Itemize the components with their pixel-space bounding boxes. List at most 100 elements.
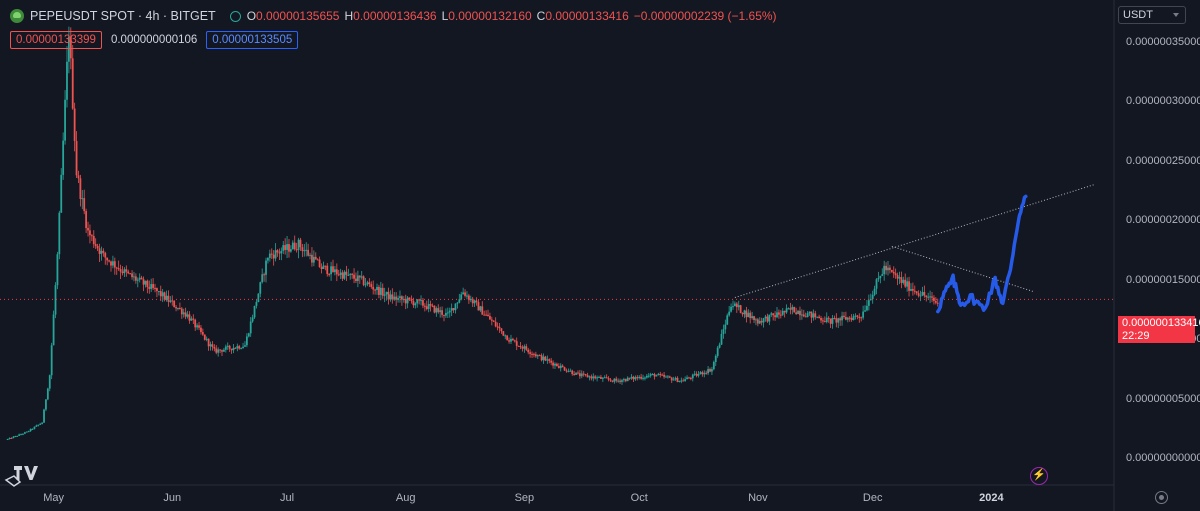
candle-body xyxy=(387,291,390,300)
candle-body xyxy=(730,306,732,312)
candle-body xyxy=(410,299,413,301)
candle-body xyxy=(833,318,836,320)
candle-body xyxy=(525,346,528,350)
candle-body xyxy=(448,310,451,313)
lightning-icon[interactable]: ⚡ xyxy=(1030,467,1048,485)
candle-body xyxy=(531,353,533,355)
ohlc-close-value: 0.00000133416 xyxy=(545,9,629,23)
candle-body xyxy=(370,284,373,287)
price-tick-label: 0.000000000000 xyxy=(1126,452,1200,465)
candle-body xyxy=(437,308,440,313)
candle-body xyxy=(198,325,200,328)
candle-body xyxy=(902,279,905,283)
candle-body xyxy=(557,366,560,369)
candle-body xyxy=(642,377,644,379)
candle-body xyxy=(209,344,212,347)
candle-body xyxy=(626,377,629,382)
candle-body xyxy=(66,61,68,100)
candle-body xyxy=(804,316,807,318)
candle-body xyxy=(929,296,932,298)
candle-body xyxy=(173,300,176,308)
candle-body xyxy=(200,327,202,333)
candle-body xyxy=(420,300,422,302)
candle-body xyxy=(223,349,225,352)
candle-body xyxy=(402,299,405,301)
candle-body xyxy=(500,328,503,332)
candle-body xyxy=(211,344,214,347)
candle-body xyxy=(115,267,118,269)
candle-body xyxy=(31,428,34,430)
candle-body xyxy=(104,252,107,258)
candle-body xyxy=(58,212,61,255)
candle-body xyxy=(684,379,687,381)
ohlc-close-label: C xyxy=(536,9,546,23)
candle-body xyxy=(435,308,438,313)
candle-body xyxy=(284,245,287,250)
time-tick-label: Nov xyxy=(748,492,768,504)
candle-body xyxy=(328,274,331,276)
candle-body xyxy=(605,377,608,379)
candle-body xyxy=(881,274,884,276)
candle-body xyxy=(596,377,599,379)
candle-body xyxy=(695,373,698,376)
candle-body xyxy=(743,310,746,315)
candle-body xyxy=(192,318,195,320)
candle-body xyxy=(314,256,317,260)
candle-body xyxy=(305,249,308,251)
candle-body xyxy=(931,296,933,298)
candle-body xyxy=(362,276,365,285)
candle-body xyxy=(60,174,63,213)
candle-body xyxy=(10,437,13,439)
candle-body xyxy=(148,287,151,289)
candle-body xyxy=(92,236,95,245)
tradingview-logo-icon[interactable] xyxy=(4,462,44,488)
ohlc-low-value: 0.00000132160 xyxy=(448,9,532,23)
candle-body xyxy=(460,294,463,300)
buy-button[interactable]: 0.00000133505 xyxy=(206,31,299,49)
candle-body xyxy=(936,302,939,304)
last-price-tag: 0.000000133416 22:29 xyxy=(1118,316,1200,343)
candle-body xyxy=(814,313,817,318)
candle-body xyxy=(462,292,465,295)
candle-body xyxy=(228,345,231,349)
candle-body xyxy=(718,344,721,348)
currency-select[interactable]: USDT xyxy=(1118,6,1186,24)
candle-body xyxy=(787,308,790,310)
candle-body xyxy=(171,300,174,302)
candle-body xyxy=(688,377,690,379)
sell-button[interactable]: 0.00000133399 xyxy=(10,31,102,49)
candle-body xyxy=(829,318,832,324)
candle-body xyxy=(121,271,124,274)
candle-body xyxy=(22,433,24,435)
candle-body xyxy=(521,347,524,349)
candle-body xyxy=(869,299,872,301)
candle-body xyxy=(854,315,857,317)
candle-body xyxy=(347,274,350,276)
candle-body xyxy=(749,312,752,319)
candle-body xyxy=(201,332,204,335)
candle-body xyxy=(559,365,562,369)
candle-body xyxy=(758,320,761,324)
candle-body xyxy=(427,303,430,309)
candle-body xyxy=(140,277,143,280)
candle-body xyxy=(485,314,488,316)
candle-body xyxy=(772,313,775,316)
candle-body xyxy=(337,274,340,276)
candle-body xyxy=(820,317,822,321)
symbol-title[interactable]: PEPEUSDT SPOT · 4h · BITGET xyxy=(30,9,216,23)
candle-body xyxy=(722,329,725,334)
candle-body xyxy=(672,379,675,381)
candle-body xyxy=(680,380,683,382)
settings-gear-icon[interactable] xyxy=(1155,491,1168,504)
candle-body xyxy=(540,355,543,361)
candle-body xyxy=(590,376,593,379)
candle-body xyxy=(864,310,866,312)
candle-body xyxy=(67,36,70,62)
candle-body xyxy=(709,369,711,372)
candle-body xyxy=(339,272,342,275)
spread-value: 0.000000000106 xyxy=(110,34,198,46)
candle-body xyxy=(230,348,233,351)
candle-body xyxy=(578,373,581,377)
